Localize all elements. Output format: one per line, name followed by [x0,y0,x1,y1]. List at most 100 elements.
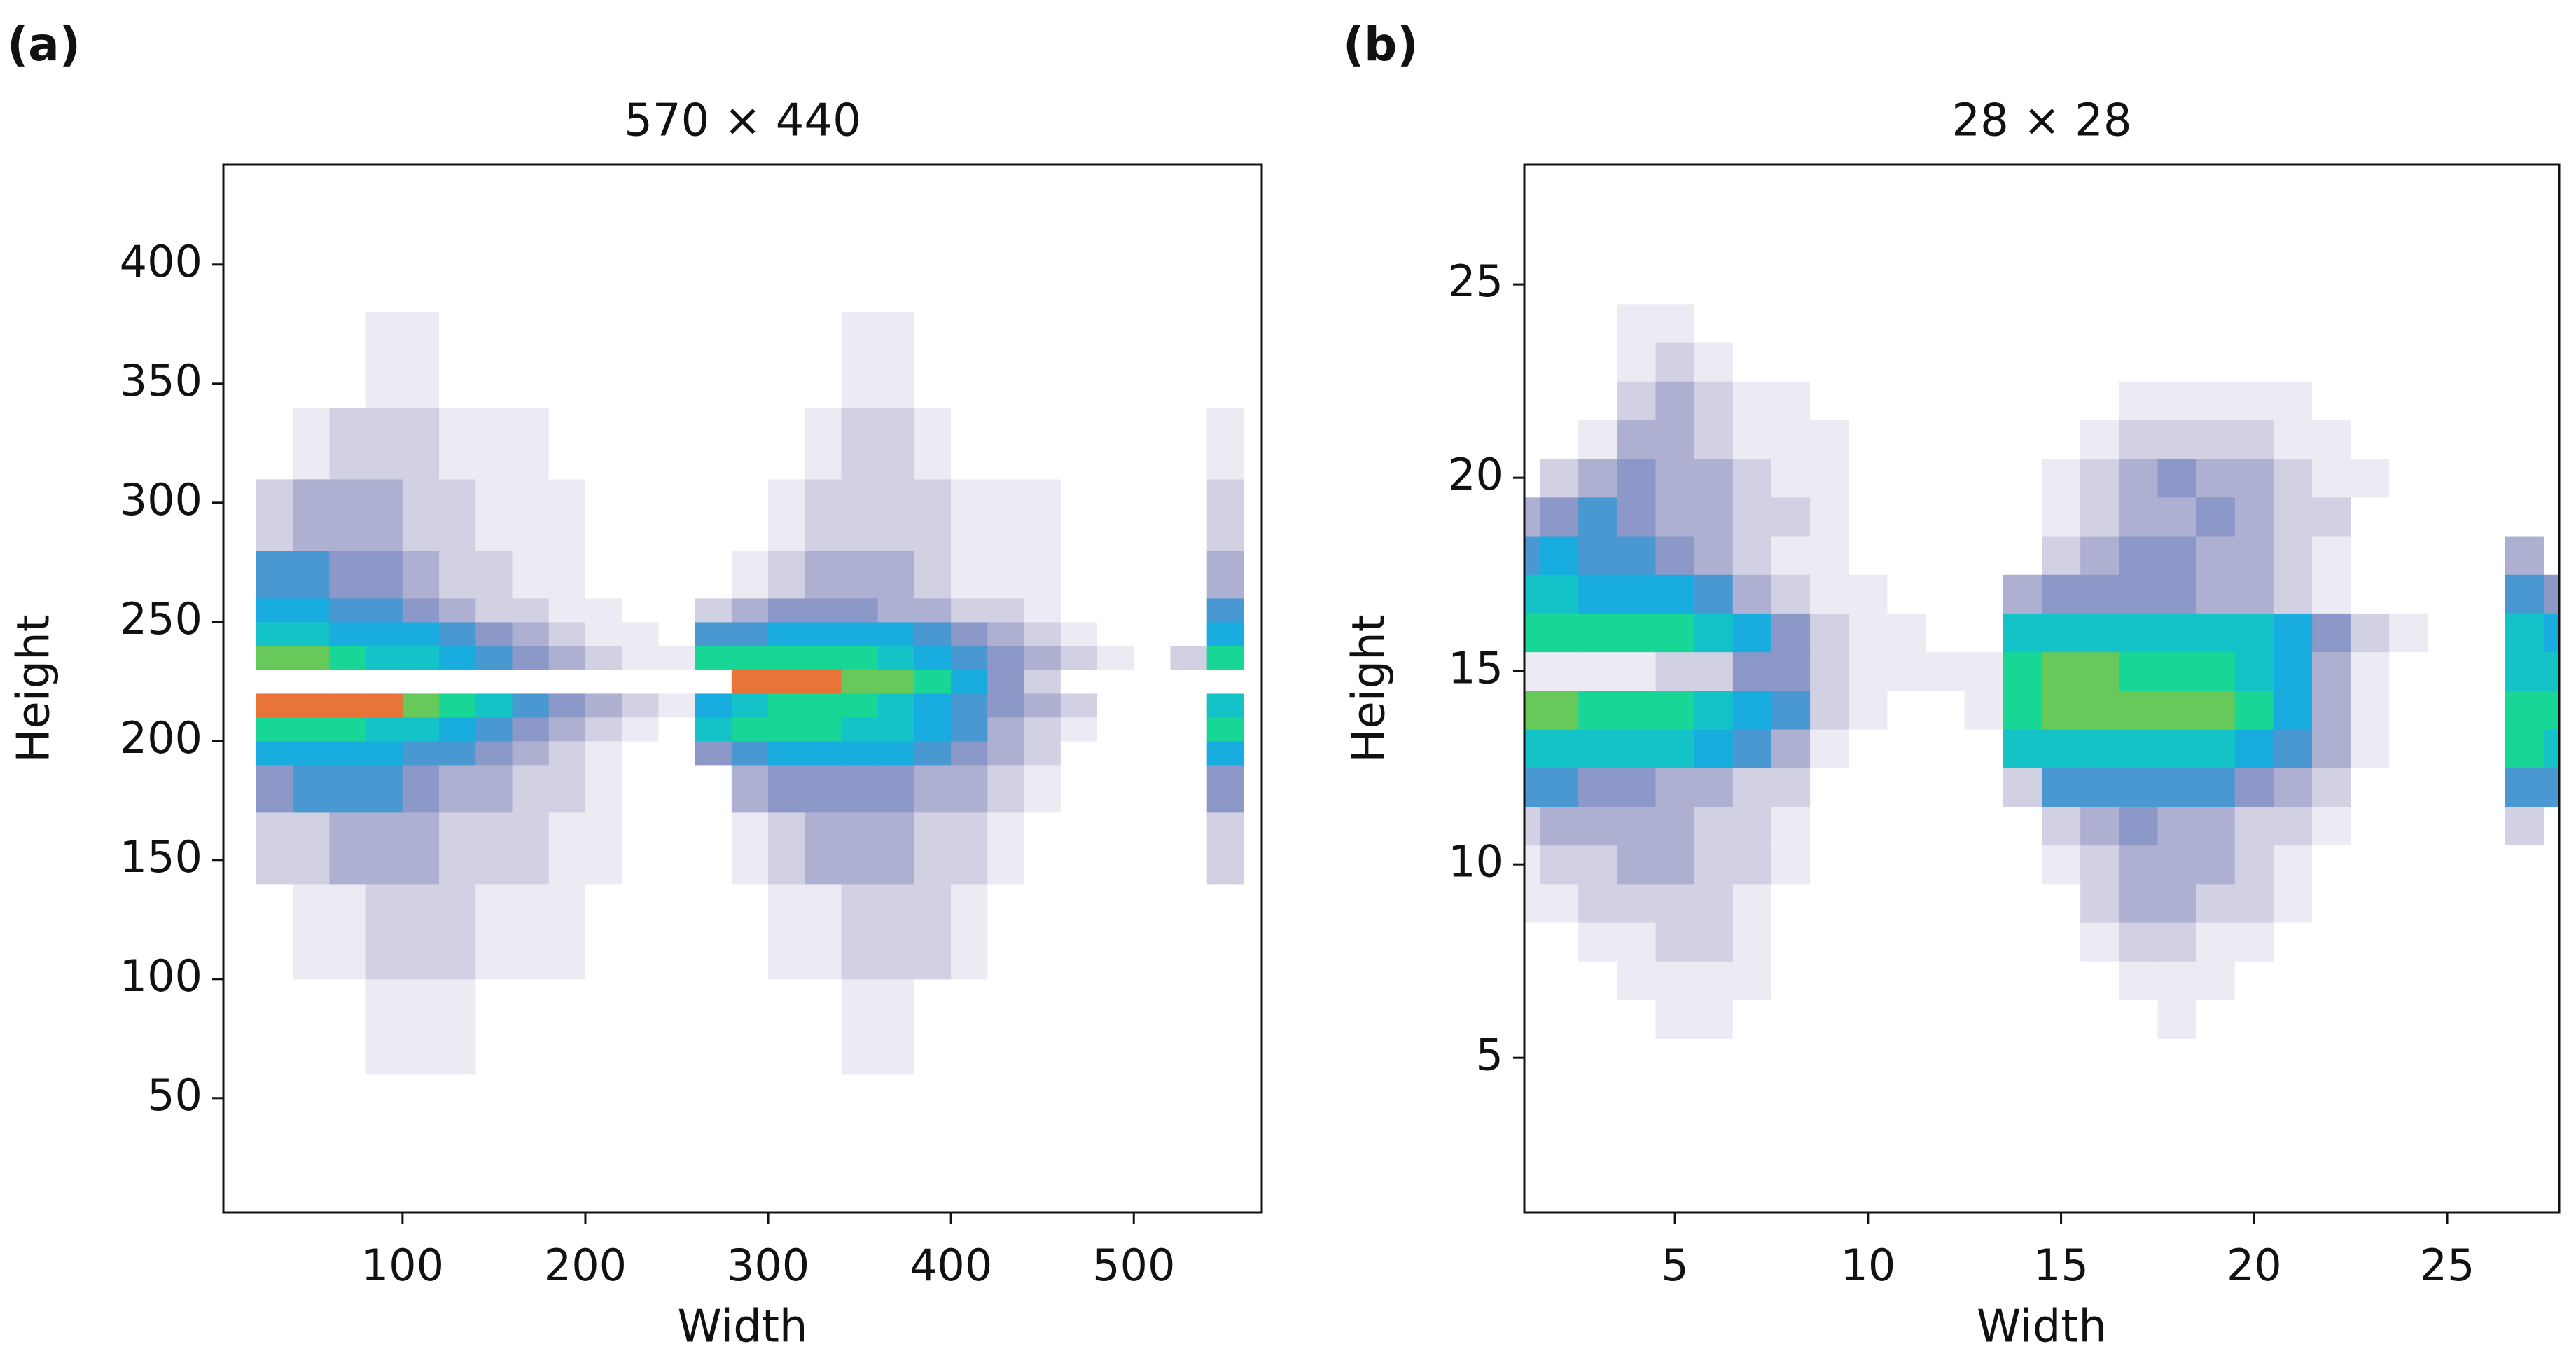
heat-cell [1540,458,1579,498]
heat-cell [1540,342,1579,382]
heat-cell [2466,1193,2506,1212]
heat-cell [2157,303,2197,343]
heat-cell [329,312,367,408]
heat-cell [987,717,1025,742]
heat-cell [2273,961,2313,1000]
heat-cell [768,978,805,1075]
heat-cell [2119,1077,2159,1116]
heat-cell [914,407,952,480]
heat-cell [1732,922,1772,962]
heat-cell [1617,1154,1657,1193]
heat-cell [2389,535,2429,575]
heat-cell [256,717,293,742]
heat-cell [2157,1115,2197,1155]
heat-cell [2543,1038,2559,1078]
heat-cell [1206,740,1244,766]
heat-cell [1694,1154,1734,1193]
heat-cell [2351,497,2390,537]
heat-cell [439,645,476,670]
heat-cell [2157,188,2197,227]
heat-cell [1540,651,1579,691]
heat-cell [841,312,879,408]
heat-cell [1134,883,1171,980]
heat-cell [1578,265,1617,305]
heat-cell [987,740,1025,766]
heat-cell [1771,165,1811,188]
heat-cell [951,978,988,1075]
heat-cell [1524,845,1540,885]
heat-cell [1024,478,1061,551]
heat-cell [768,812,805,885]
heat-cell [1926,651,1965,691]
heat-cell [2119,188,2159,227]
heat-cell [951,312,988,408]
x-axis-label: Width [1977,1301,2107,1353]
heat-cell [2273,728,2313,768]
heat-cell [402,407,440,480]
heat-cell [2042,381,2081,420]
heat-cell [695,812,732,885]
heat-cell [365,740,403,766]
heat-cell [2080,226,2119,266]
heat-cell [2003,535,2042,575]
heat-cell [1887,768,1927,807]
y-tick-label: 300 [120,474,202,525]
x-axis-label: Width [678,1301,808,1353]
heat-cell [2505,613,2544,653]
heat-cell [1810,226,1849,266]
heat-cell [914,883,952,980]
heat-cell [2234,883,2274,923]
heat-cell [1060,669,1098,694]
heat-cell [987,597,1025,623]
heat-cell [1655,420,1695,459]
heat-cell [1732,342,1772,382]
heat-cell [2428,1193,2467,1212]
heat-cell [2466,1077,2506,1116]
heat-cell [2428,535,2467,575]
heat-cell [1887,613,1927,653]
heat-cell [1524,303,1540,343]
heat-cell [2466,922,2506,962]
heat-cell [2428,1115,2467,1155]
heat-cell [2080,458,2119,498]
heat-cell [2042,458,2081,498]
heat-cell [2543,845,2559,885]
heat-cell [548,669,586,694]
heat-cell [731,597,769,623]
heat-cell [951,693,988,718]
heat-cell [2196,535,2236,575]
heat-cell [1655,265,1695,305]
heat-cell [1926,165,1965,188]
heat-cell [256,740,293,766]
heat-cell [1578,1193,1617,1212]
heat-cell [2351,226,2390,266]
heat-cell [2119,883,2159,923]
heat-cell [2505,458,2544,498]
heat-cell [2042,613,2081,653]
heat-cell [1732,1154,1772,1193]
heat-cell [1206,669,1244,694]
heat-cell [1732,265,1772,305]
heat-cell [914,597,952,623]
heat-cell [1849,165,1888,188]
heat-cell [1170,597,1208,623]
heat-cell [1524,1154,1540,1193]
heat-cell [2119,1154,2159,1193]
heat-cell [805,312,842,408]
heat-cell [2003,381,2042,420]
heat-cell [1887,1077,1927,1116]
heat-cell [2196,1077,2236,1116]
heat-cell [1694,497,1734,537]
heat-cell [1024,645,1061,670]
heat-cell [1655,1193,1695,1212]
heat-cell [914,812,952,885]
heat-cell [2119,420,2159,459]
heat-cell [2234,1193,2274,1212]
heat-cell [1732,768,1772,807]
heat-cell [1578,303,1617,343]
heat-cell [365,621,403,646]
heat-cell [329,407,367,480]
heat-cell [365,693,403,718]
heat-cell [1694,1115,1734,1155]
heat-cell [2428,342,2467,382]
